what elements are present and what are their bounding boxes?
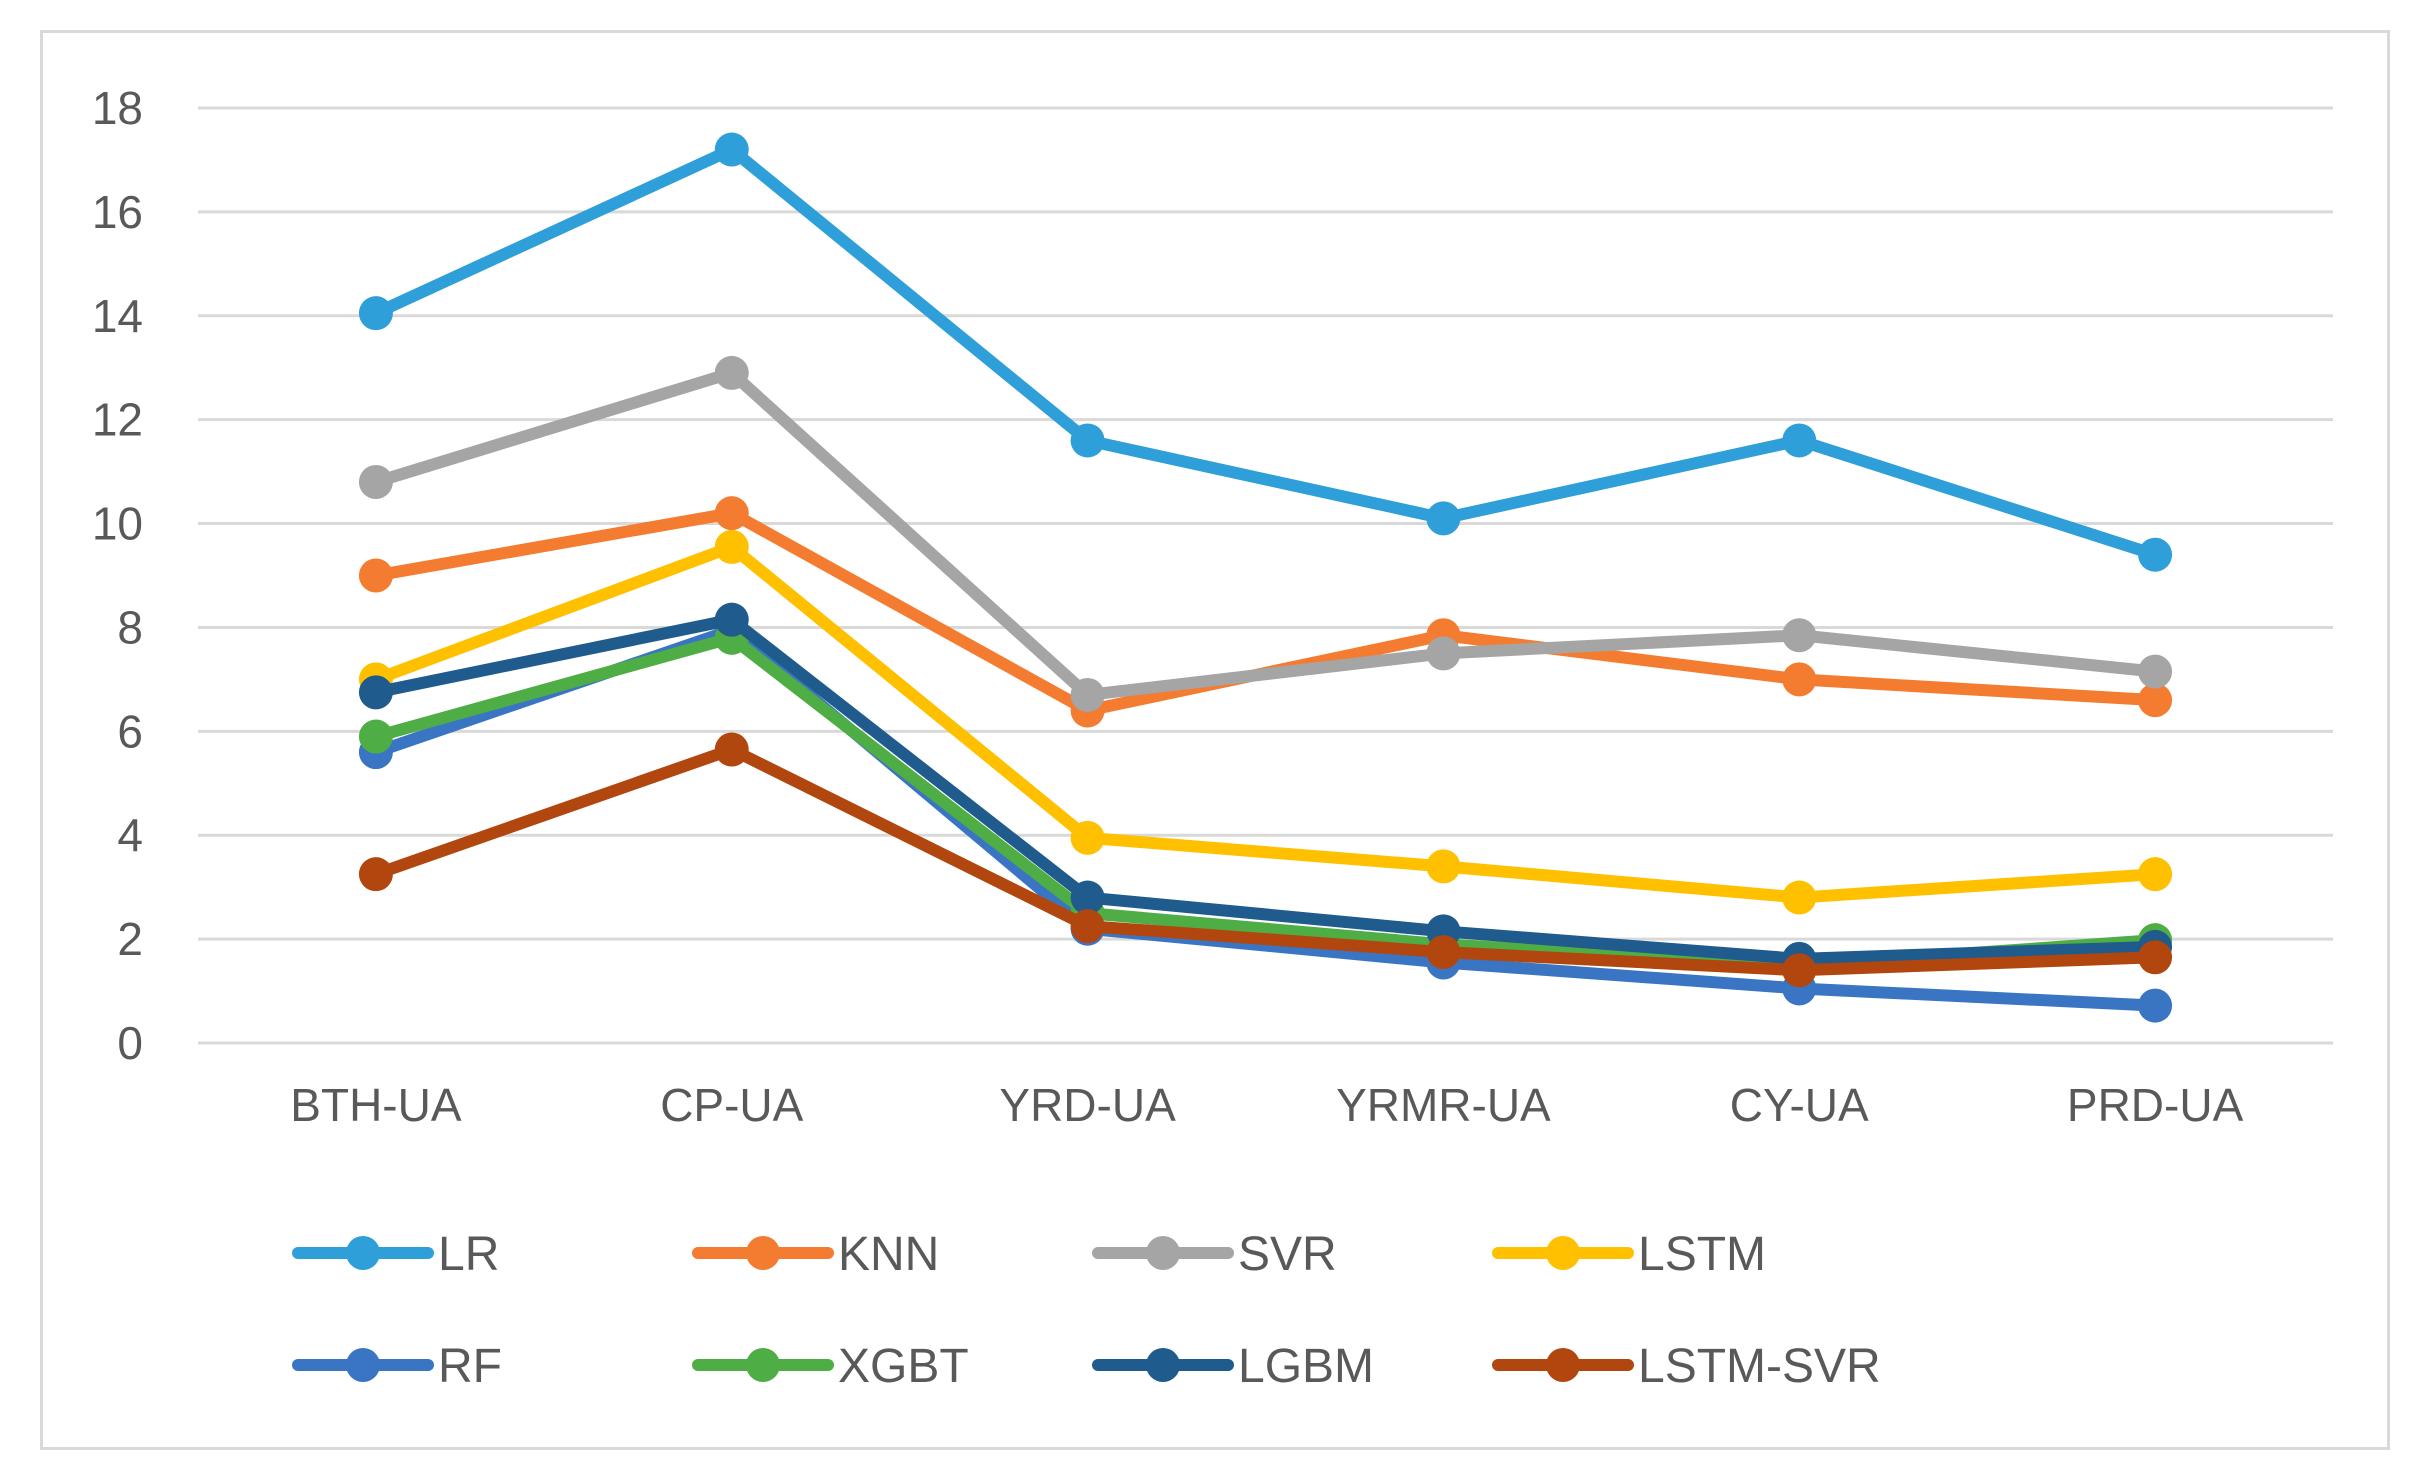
data-point xyxy=(1782,662,1817,697)
chart-frame: 0 2 4 6 8 10 12 14 16 18 BTH-UA CP-UA YRD-UA YRMR-UA… xyxy=(40,30,2390,1450)
data-point xyxy=(358,719,393,754)
legend-swatch-marker xyxy=(1146,1348,1180,1382)
data-point xyxy=(358,675,393,710)
legend-label: RF xyxy=(438,1340,502,1393)
legend-item: XGBT xyxy=(692,1340,969,1393)
data-point xyxy=(714,355,749,390)
y-axis-tick-labels: 0 2 4 6 8 10 12 14 16 18 xyxy=(92,82,143,1069)
series-line xyxy=(369,507,2162,717)
legend-label: LGBM xyxy=(1238,1340,1374,1393)
data-point xyxy=(714,602,749,637)
series-lr xyxy=(358,132,2173,572)
data-point xyxy=(1070,677,1105,712)
line-chart: 0 2 4 6 8 10 12 14 16 18 BTH-UA CP-UA YRD-UA YRMR-UA… xyxy=(92,82,2333,1393)
y-tick-label: 2 xyxy=(117,913,143,965)
legend-swatch-marker xyxy=(346,1236,380,1270)
data-point xyxy=(1426,849,1461,884)
data-point xyxy=(2138,988,2173,1023)
legend-item: LR xyxy=(292,1228,499,1281)
legend-item: LGBM xyxy=(1092,1340,1374,1393)
data-point xyxy=(1782,953,1817,988)
gridlines xyxy=(198,106,2333,1045)
series-line xyxy=(369,143,2162,561)
series-line xyxy=(369,366,2162,701)
data-point xyxy=(358,465,393,499)
data-point xyxy=(2138,857,2173,892)
data-point xyxy=(714,529,749,564)
legend-swatch-marker xyxy=(746,1348,780,1382)
x-category-label: YRMR-UA xyxy=(1336,1079,1551,1131)
x-category-label: CP-UA xyxy=(660,1079,803,1131)
legend-item: LSTM-SVR xyxy=(1492,1340,1881,1393)
legend-item: RF xyxy=(292,1340,502,1393)
x-category-label: YRD-UA xyxy=(999,1079,1176,1131)
data-point xyxy=(2138,537,2173,572)
x-category-label: PRD-UA xyxy=(2067,1079,2244,1131)
series-lines xyxy=(358,132,2173,1023)
y-tick-label: 4 xyxy=(117,809,143,861)
data-point xyxy=(2138,940,2173,975)
legend-swatch-marker xyxy=(346,1348,380,1382)
series-line xyxy=(369,743,2162,977)
series-lstm xyxy=(358,529,2173,915)
data-point xyxy=(1426,636,1461,671)
data-point xyxy=(1782,423,1817,458)
y-tick-label: 10 xyxy=(92,498,143,550)
legend-item: SVR xyxy=(1092,1228,1337,1281)
data-point xyxy=(1070,909,1105,944)
series-svr xyxy=(358,355,2173,712)
legend-label: LSTM xyxy=(1638,1228,1766,1281)
legend: LR KNN SVR LSTM RF XGBT LGBM LSTM-SVR xyxy=(292,1228,1881,1393)
data-point xyxy=(1070,423,1105,458)
data-point xyxy=(1782,880,1817,915)
data-point xyxy=(714,732,749,767)
y-tick-label: 16 xyxy=(92,186,143,238)
legend-label: LSTM-SVR xyxy=(1638,1340,1881,1393)
legend-swatch-marker xyxy=(1546,1236,1580,1270)
legend-swatch-marker xyxy=(746,1236,780,1270)
legend-label: SVR xyxy=(1238,1228,1337,1281)
data-point xyxy=(358,857,393,892)
x-category-label: BTH-UA xyxy=(290,1079,462,1131)
legend-swatch-marker xyxy=(1546,1348,1580,1382)
y-tick-label: 8 xyxy=(117,601,143,653)
y-tick-label: 0 xyxy=(117,1017,143,1069)
data-point xyxy=(2138,654,2173,689)
y-tick-label: 18 xyxy=(92,82,143,134)
data-point xyxy=(358,296,393,331)
series-lstm-svr xyxy=(358,732,2173,988)
legend-swatch-marker xyxy=(1146,1236,1180,1270)
legend-item: LSTM xyxy=(1492,1228,1766,1281)
data-point xyxy=(2138,683,2173,718)
x-category-label: CY-UA xyxy=(1730,1079,1869,1131)
data-point xyxy=(1782,618,1817,653)
y-tick-label: 14 xyxy=(92,290,143,342)
data-point xyxy=(1070,880,1105,915)
legend-label: LR xyxy=(438,1228,499,1281)
data-point xyxy=(1070,820,1105,855)
x-axis-category-labels: BTH-UA CP-UA YRD-UA YRMR-UA CY-UA PRD-UA xyxy=(290,1079,2243,1131)
data-point xyxy=(1426,501,1461,536)
y-tick-label: 6 xyxy=(117,705,143,757)
series-knn xyxy=(358,496,2173,728)
legend-label: XGBT xyxy=(838,1340,969,1393)
data-point xyxy=(358,558,393,593)
legend-item: KNN xyxy=(692,1228,939,1281)
series-line xyxy=(369,613,2162,965)
data-point xyxy=(1426,935,1461,970)
series-line xyxy=(369,540,2162,904)
data-point xyxy=(714,132,749,167)
y-tick-label: 12 xyxy=(92,394,143,446)
legend-label: KNN xyxy=(838,1228,939,1281)
data-point xyxy=(714,496,749,531)
